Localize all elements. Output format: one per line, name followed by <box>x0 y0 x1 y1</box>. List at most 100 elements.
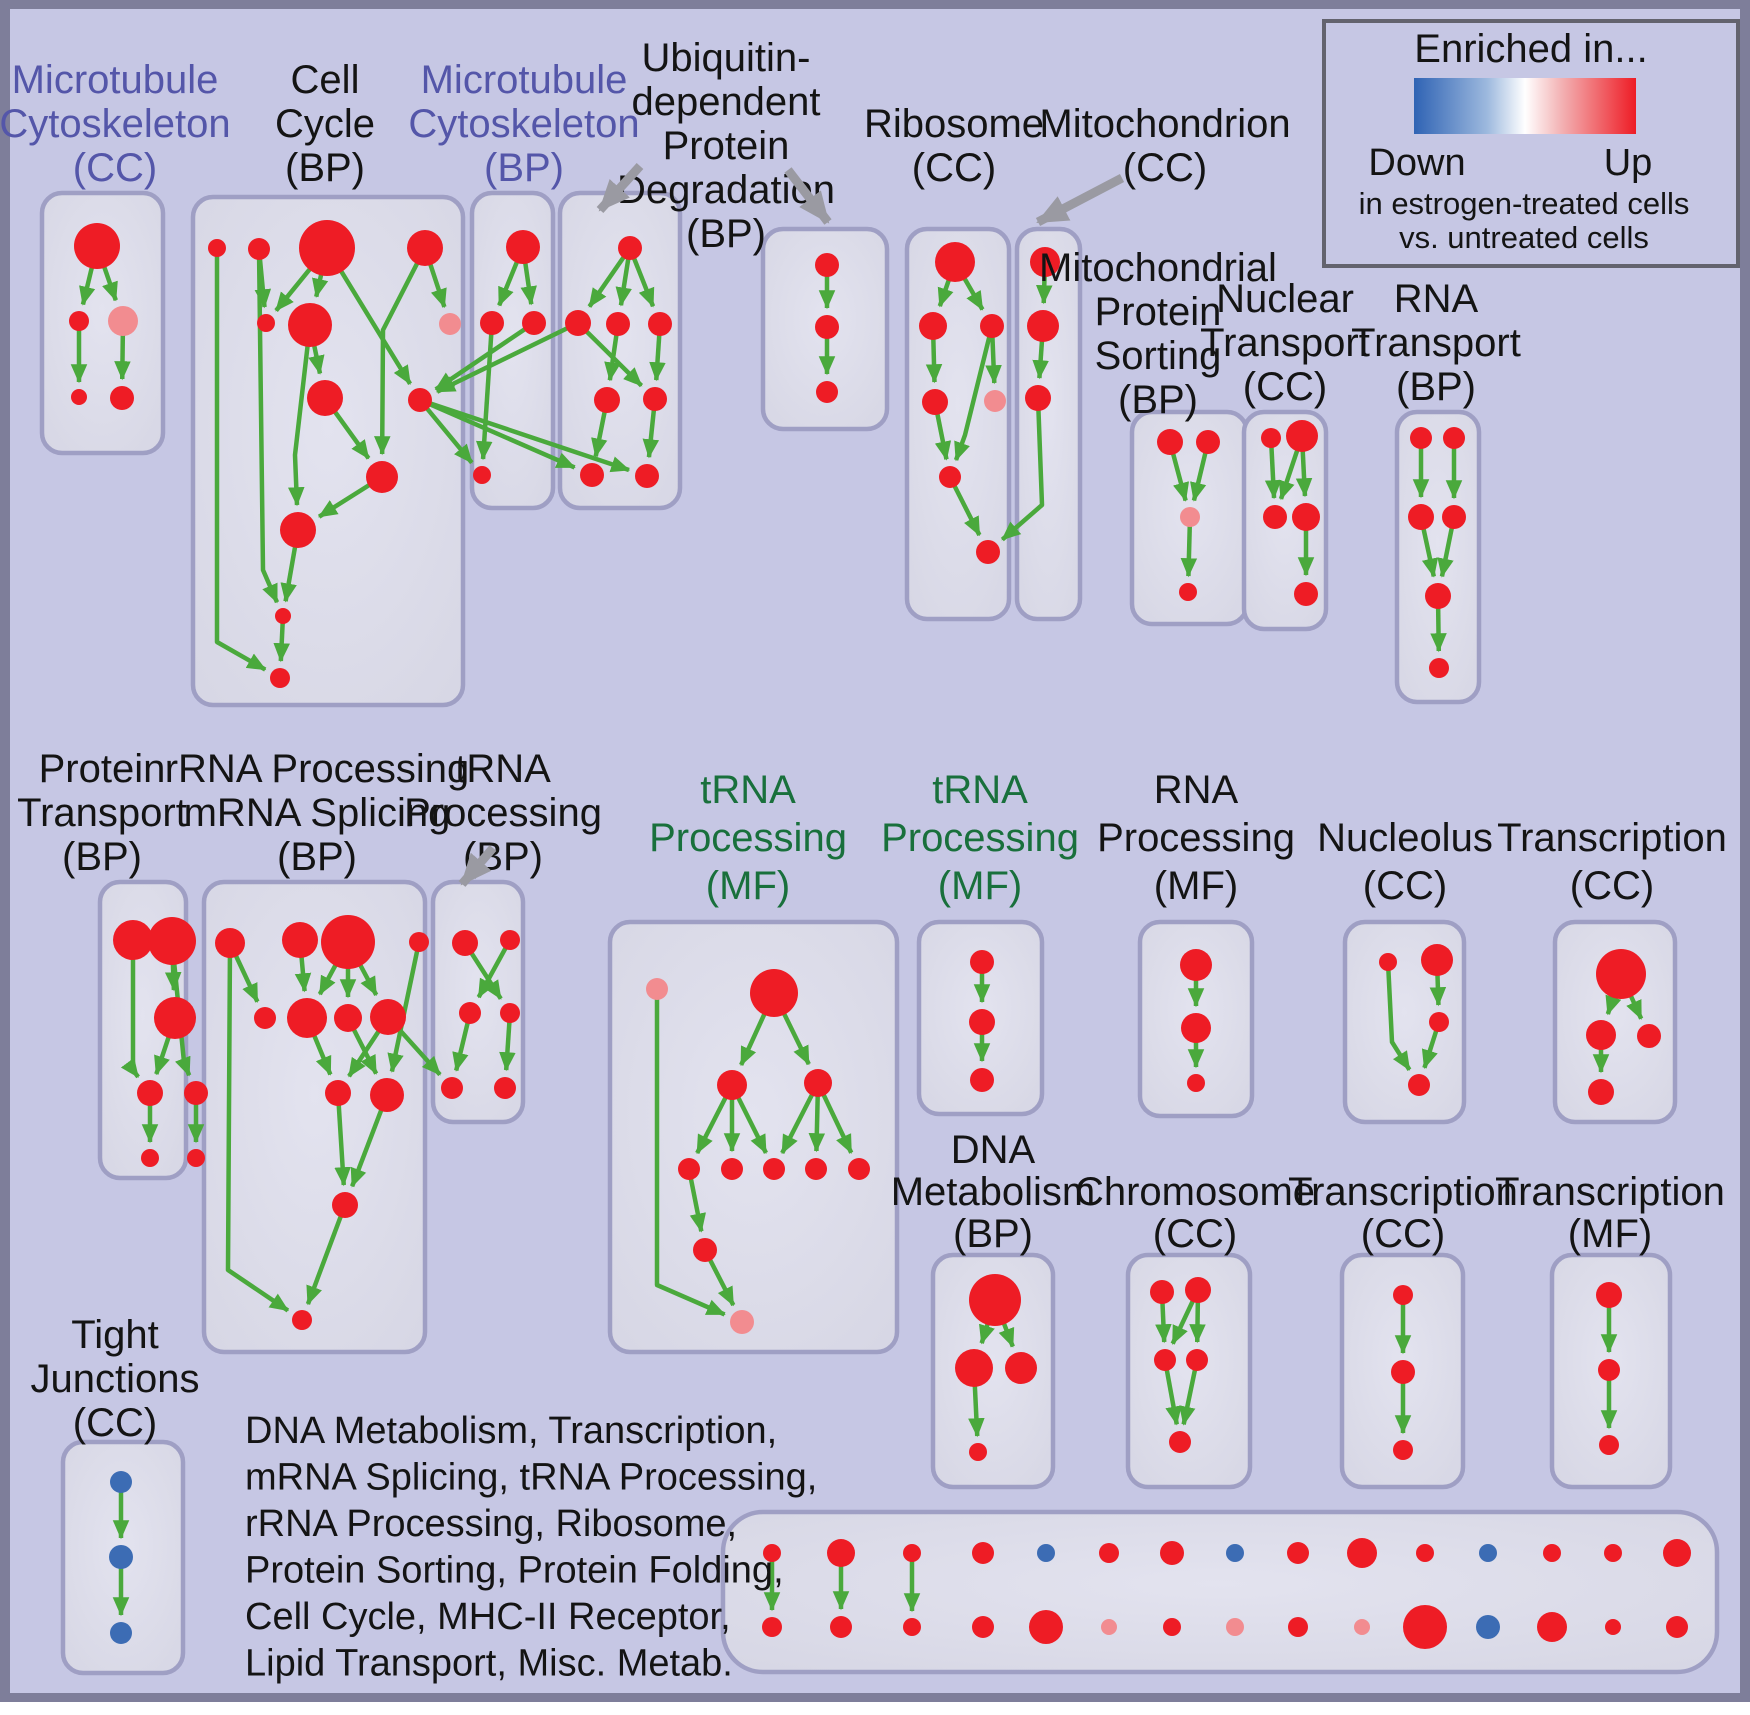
rna-transport-node-1 <box>1443 427 1465 449</box>
dna-metabolism-node-2 <box>1005 1352 1037 1384</box>
mt-bp-node-0 <box>506 230 540 264</box>
transcription-cc-node-2 <box>1637 1024 1661 1048</box>
cell-node-4 <box>257 314 275 332</box>
mt-cc-label-line-0: Microtubule <box>12 58 219 102</box>
cell-edge-0 <box>214 248 267 672</box>
transcription-cc2-label-line-1: (CC) <box>1361 1212 1445 1256</box>
ubiq-b-node-2 <box>816 381 838 403</box>
trna-mf-big-label-line-1: Processing <box>649 816 847 860</box>
ubiq-a-node-3 <box>648 312 672 336</box>
mitochondrion-label-line-0: Mitochondrion <box>1039 102 1290 146</box>
misc-box-node-20 <box>1101 1619 1117 1635</box>
tight-junctions-label-line-0: Tight <box>71 1313 158 1357</box>
trna-bp-edge-1 <box>476 938 512 999</box>
rna-processing-label-line-0: RNA <box>1154 768 1239 812</box>
rrna-node-0 <box>215 928 245 958</box>
ubiq-a-node-1 <box>565 310 591 336</box>
dna-metabolism-label-line-2: (BP) <box>953 1212 1033 1256</box>
cell-node-0 <box>208 239 226 257</box>
misc-box-node-12 <box>1543 1544 1561 1562</box>
legend-context-line-1: in estrogen-treated cells <box>1359 186 1690 221</box>
protein-transport-label-line-2: (BP) <box>62 835 142 879</box>
chromosome-node-0 <box>1150 1280 1174 1304</box>
misc-box-node-13 <box>1604 1544 1622 1562</box>
rna-processing-node-1 <box>1181 1013 1211 1043</box>
cell-node-8 <box>408 388 432 412</box>
chromosome-label-line-0: Chromosome <box>1075 1170 1315 1214</box>
ubiq-b-node-0 <box>815 253 839 277</box>
ribosome-node-3 <box>922 389 948 415</box>
ubiq-a-node-4 <box>594 387 620 413</box>
nucleolus-edge-2 <box>1385 961 1412 1071</box>
ubiq-a-node-2 <box>606 312 630 336</box>
rna-processing-label-line-1: Processing <box>1097 816 1295 860</box>
chromosome-box <box>1125 1252 1253 1490</box>
misc-box-node-21 <box>1163 1618 1181 1636</box>
trna-mf-big-node-1 <box>750 969 798 1017</box>
cell-cycle-label-line-1: Cycle <box>275 102 375 146</box>
rna-transport-label-line-0: RNA <box>1394 277 1479 321</box>
tight-junctions-node-1 <box>109 1545 133 1569</box>
mt-cc-node-3 <box>71 389 87 405</box>
rrna-box <box>201 879 428 1355</box>
tight-junctions-node-2 <box>110 1622 132 1644</box>
ubiquitin-arrow-right <box>784 167 832 225</box>
legend-up-label: Up <box>1604 142 1653 184</box>
legend-box <box>1322 19 1740 268</box>
cross-edge-cell-to-ubiq-a-4 <box>419 397 631 473</box>
rrna-node-2 <box>321 915 375 969</box>
trna-mf-big-node-9 <box>693 1238 717 1262</box>
rrna-node-10 <box>184 1081 208 1105</box>
mt-bp-node-3 <box>473 466 491 484</box>
tight-junctions-node-0 <box>110 1471 132 1493</box>
nucleolus-node-2 <box>1429 1012 1449 1032</box>
mps-node-0 <box>1157 429 1183 455</box>
misc-box-node-1 <box>827 1539 855 1567</box>
ribosome-node-5 <box>939 466 961 488</box>
transcription-cc-node-1 <box>1586 1020 1616 1050</box>
rna-processing-label-line-2: (MF) <box>1154 864 1238 908</box>
graph-nodes <box>69 220 1691 1649</box>
trna-bp-node-1 <box>500 930 520 950</box>
misc-category-text-line-5: Lipid Transport, Misc. Metab. <box>245 1643 733 1685</box>
cell-node-3 <box>407 230 443 266</box>
trna-bp-node-2 <box>459 1002 481 1024</box>
rrna-edge-12 <box>305 1204 348 1306</box>
ubiq-a-node-0 <box>618 236 642 260</box>
mt-cc-node-4 <box>110 386 134 410</box>
legend-down-label: Down <box>1368 142 1465 184</box>
transcription-cc-node-3 <box>1588 1079 1614 1105</box>
trna-mf-small-label-line-0: tRNA <box>932 768 1028 812</box>
misc-box-node-26 <box>1476 1615 1500 1639</box>
trna-mf-big-node-8 <box>848 1158 870 1180</box>
trna-bp-label-line-1: Processing <box>404 791 602 835</box>
rrna-label-line-1: mRNA Splicing <box>184 791 451 835</box>
rrna-node-12 <box>332 1192 358 1218</box>
mitochondrion-label-line-1: (CC) <box>1123 146 1207 190</box>
trna-mf-big-edge-10 <box>654 989 726 1317</box>
trna-bp-arrow <box>458 845 497 887</box>
mt-bp-edge-2 <box>475 322 495 461</box>
transcription-mf-node-1 <box>1598 1359 1620 1381</box>
dna-metabolism-box <box>930 1252 1056 1490</box>
mps-label-line-0: Mitochondrial <box>1039 246 1277 290</box>
misc-box-node-10 <box>1416 1544 1434 1562</box>
misc-box-node-14 <box>1663 1539 1691 1567</box>
rna-transport-node-0 <box>1410 427 1432 449</box>
mt-cc-node-1 <box>69 311 89 331</box>
protein-transport-node-3 <box>137 1080 163 1106</box>
cross-edge-mito-to-ribosome-5 <box>1000 397 1045 542</box>
rrna-edge-10 <box>334 1092 351 1187</box>
ubiq-a-node-7 <box>635 464 659 488</box>
nuclear-transport-label-line-2: (CC) <box>1243 365 1327 409</box>
mt-cc-label-line-1: Cytoskeleton <box>0 102 231 146</box>
trna-mf-big-node-10 <box>730 1310 754 1334</box>
nucleolus-node-1 <box>1421 944 1453 976</box>
cell-cycle-label-line-2: (BP) <box>285 146 365 190</box>
nucleolus-label-line-1: (CC) <box>1363 864 1447 908</box>
ubiq-a-node-5 <box>643 387 667 411</box>
cross-edge-ubiq-a-to-cell-1 <box>435 320 579 394</box>
trna-bp-node-3 <box>500 1003 520 1023</box>
transcription-mf-node-2 <box>1599 1435 1619 1455</box>
protein-transport-label-line-0: Protein <box>39 747 166 791</box>
